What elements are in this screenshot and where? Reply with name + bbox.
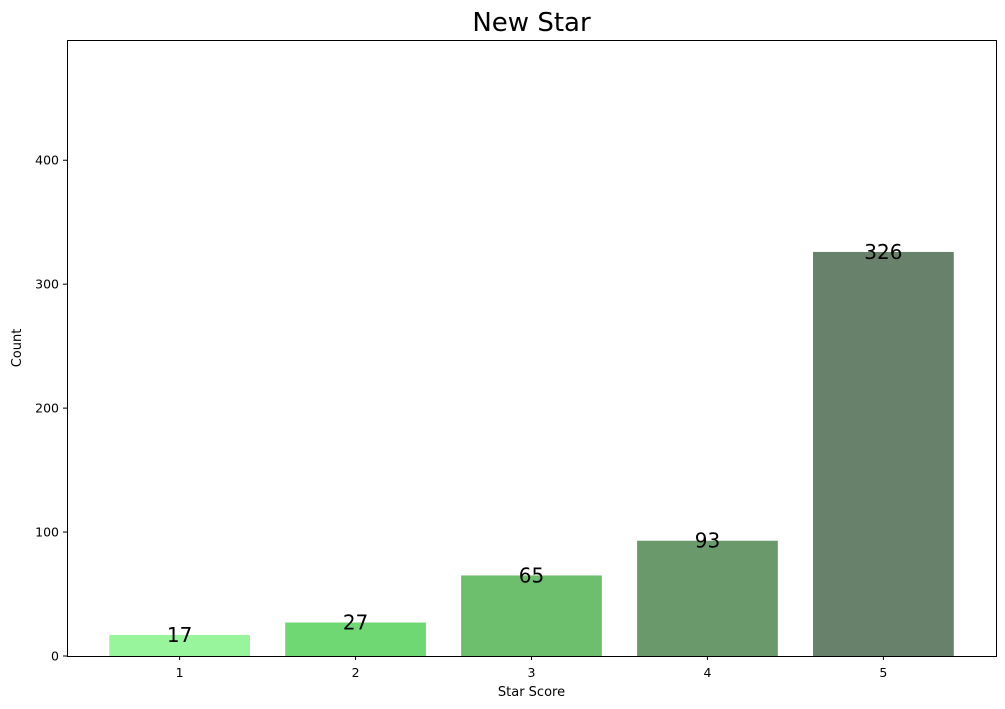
x-axis-label: Star Score [498,685,565,700]
x-tick-label-5: 5 [879,665,887,680]
y-tick-label-100: 100 [35,525,59,540]
y-tick-label-0: 0 [51,649,59,664]
x-tick-label-2: 2 [352,665,360,680]
bar-4 [637,540,778,656]
chart-title: New Star [472,8,591,38]
bar-5 [813,251,954,656]
plot-frame [67,40,997,657]
y-tick-label-400: 400 [35,153,59,168]
data-label-1: 17 [167,623,192,647]
data-label-5: 326 [864,240,902,264]
bar-1 [109,634,250,656]
data-label-3: 65 [519,563,544,587]
x-tick-label-3: 3 [528,665,536,680]
y-tick-label-200: 200 [35,401,59,416]
bar-2 [285,622,426,656]
x-axis: 1 2 3 4 5 [176,656,887,680]
data-label-4: 93 [695,529,720,553]
y-axis: 0 100 200 300 400 [35,153,67,664]
bars-layer [109,251,954,656]
data-label-2: 27 [343,611,368,635]
data-labels-layer: 17 27 65 93 326 [167,240,903,647]
x-tick-label-4: 4 [703,665,711,680]
x-tick-label-1: 1 [176,665,184,680]
bar-3 [461,575,602,656]
y-tick-label-300: 300 [35,277,59,292]
y-axis-label: Count [10,329,25,368]
